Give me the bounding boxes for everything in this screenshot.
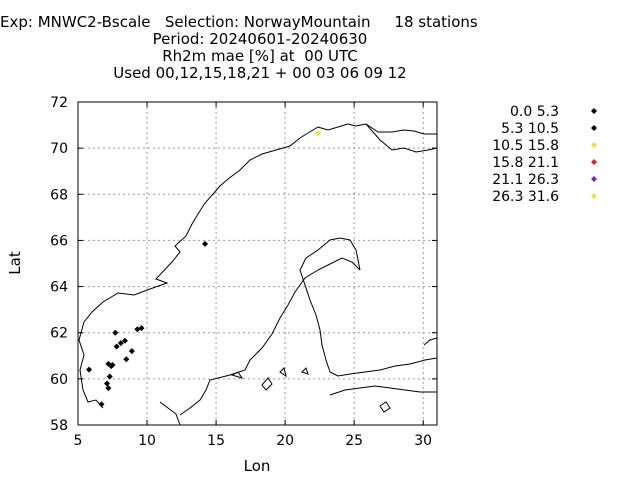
legend-marker <box>591 176 597 182</box>
legend-marker <box>591 159 597 165</box>
y-tick-label: 62 <box>50 326 68 342</box>
y-tick-label: 60 <box>50 372 68 388</box>
legend-label: 26.3 31.6 <box>492 189 559 205</box>
legend-marker <box>591 125 597 131</box>
y-tick-label: 64 <box>50 280 68 296</box>
station-point <box>117 340 124 347</box>
y-tick-label: 70 <box>50 141 68 157</box>
grid <box>78 102 437 425</box>
y-tick-label: 72 <box>50 95 68 111</box>
title-line-variable: Rh2m mae [%] at 00 UTC <box>162 47 358 65</box>
y-tick-label: 58 <box>50 418 68 434</box>
station-point <box>138 325 145 332</box>
x-axis-label: Lon <box>244 457 271 475</box>
x-tick-label: 25 <box>345 433 363 449</box>
legend-marker <box>591 108 597 114</box>
x-tick-label: 5 <box>74 433 83 449</box>
station-point <box>202 240 209 247</box>
legend-marker <box>591 142 597 148</box>
station-point <box>315 130 322 137</box>
station-point <box>109 362 116 369</box>
legend-label: 10.5 15.8 <box>492 138 559 154</box>
station-point <box>112 329 119 336</box>
station-point <box>103 380 110 387</box>
legend-label: 0.0 5.3 <box>510 104 559 120</box>
y-axis-label: Lat <box>6 251 24 275</box>
station-point <box>105 385 112 392</box>
chart-title: Exp: MNWC2-Bscale Selection: NorwayMount… <box>0 14 520 82</box>
station-point <box>106 373 113 380</box>
legend-marker <box>591 193 597 199</box>
station-point <box>123 356 130 363</box>
legend: 0.0 5.35.3 10.510.5 15.815.8 21.121.1 26… <box>492 104 597 205</box>
legend-label: 21.1 26.3 <box>492 172 559 188</box>
station-point <box>121 337 128 344</box>
station-point <box>113 343 120 350</box>
legend-label: 15.8 21.1 <box>492 155 559 171</box>
x-tick-label: 30 <box>414 433 432 449</box>
y-tick-label: 68 <box>50 187 68 203</box>
title-line-experiment: Exp: MNWC2-Bscale Selection: NorwayMount… <box>0 13 478 31</box>
legend-label: 5.3 10.5 <box>501 121 559 137</box>
y-axis-ticks: 58 60 62 64 66 68 70 72 <box>50 95 437 434</box>
x-tick-label: 10 <box>138 433 156 449</box>
y-tick-label: 66 <box>50 233 68 249</box>
station-points <box>86 130 322 408</box>
x-tick-label: 20 <box>276 433 294 449</box>
station-point <box>128 348 135 355</box>
x-tick-label: 15 <box>207 433 225 449</box>
x-axis-ticks: 5 10 15 20 25 30 <box>74 102 432 449</box>
title-line-period: Period: 20240601-20240630 <box>152 30 368 48</box>
title-line-used: Used 00,12,15,18,21 + 00 03 06 09 12 <box>113 64 407 82</box>
plot-frame <box>77 101 438 426</box>
coastline-map <box>78 123 437 425</box>
station-point <box>86 366 93 373</box>
station-point <box>98 401 105 408</box>
